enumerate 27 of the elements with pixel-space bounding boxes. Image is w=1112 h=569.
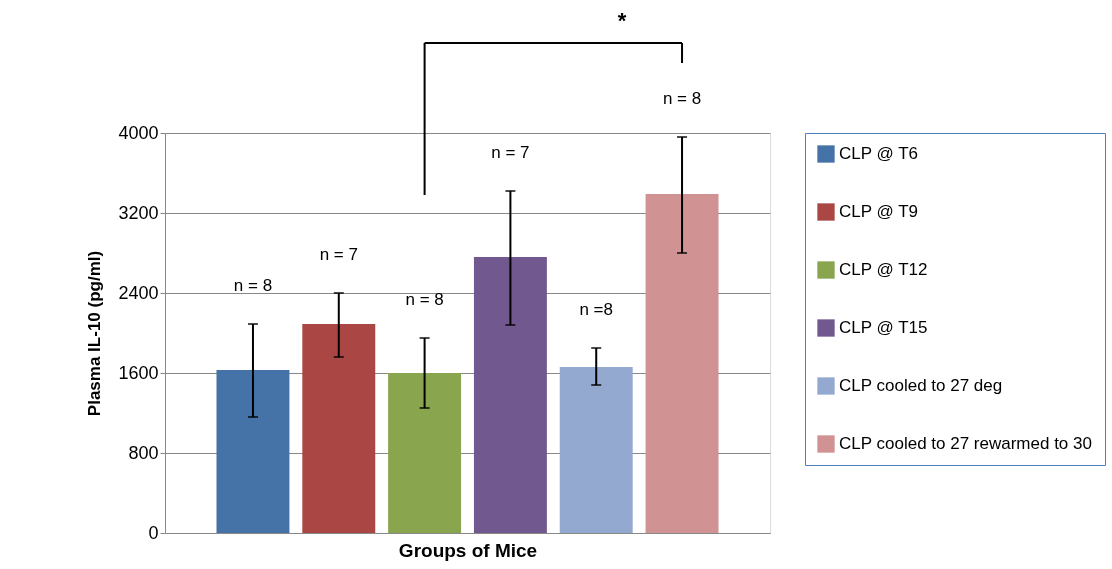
legend-label: CLP @ T6 [839,144,918,163]
legend-label: CLP @ T9 [839,202,918,221]
y-axis-title: Plasma IL-10 (pg/ml) [85,250,105,417]
bar [216,370,290,533]
x-axis-title: Groups of Mice [398,539,538,561]
bar [388,373,462,533]
y-tick-label: 2400 [118,282,159,303]
bar [559,367,633,533]
y-tick-label: 3200 [118,202,159,223]
y-tick-label: 1600 [118,362,159,383]
annotation: n = 8 [233,276,273,295]
legend-label: CLP @ T12 [839,260,928,279]
legend-label: CLP cooled to 27 rewarmed to 30 [839,434,1092,453]
annotation: n = 7 [319,245,358,264]
bar [473,257,547,533]
bar [645,194,719,533]
y-tick-label: 800 [128,442,159,463]
text: * [617,8,627,33]
y-tick-label: 0 [148,522,159,543]
annotation: n = 8 [405,290,444,309]
annotation: n = 7 [491,143,530,162]
annotation: n =8 [579,300,613,319]
bar [302,324,376,533]
y-tick-label: 4000 [118,122,159,143]
legend-label: CLP cooled to 27 deg [839,376,1003,395]
legend-label: CLP @ T15 [839,318,928,337]
text: n = 8 [662,89,702,108]
